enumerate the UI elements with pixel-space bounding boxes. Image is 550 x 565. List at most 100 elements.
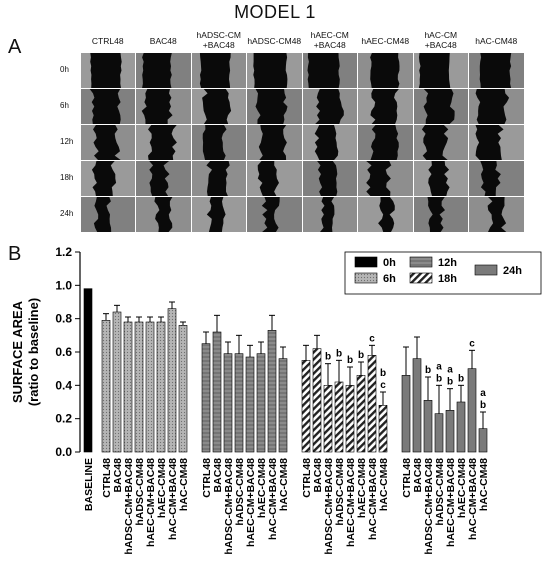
bar-24h (412, 358, 422, 453)
x-tick-label: hAEC-CM48 (156, 458, 168, 518)
y-tick-label: 0.6 (55, 345, 72, 359)
surface-area-chart: 0.0 0.2 0.4 0.6 0.8 1.0 1.2 SURFACE AREA (ratio … (10, 245, 542, 555)
wound-image (191, 160, 246, 196)
bar-24h (456, 401, 466, 453)
x-tick-label: hAC-CM+BAC48 (267, 458, 279, 540)
x-tick-label: hAC-CM48 (278, 458, 290, 511)
wound-image (302, 160, 357, 196)
row-label: 24h (60, 209, 74, 218)
wound-image (358, 124, 413, 160)
y-tick-label: 0.4 (55, 378, 72, 392)
bar-18h (312, 348, 322, 453)
significance-letter: b (480, 400, 486, 411)
significance-letter: b (358, 350, 364, 361)
wound-image (80, 88, 135, 124)
column-header: hAEC-CM48 (361, 36, 410, 46)
x-tick-label: hAEC-CM48 (356, 458, 368, 518)
wound-image (469, 88, 524, 124)
x-tick-label: BAC48 (212, 458, 224, 493)
x-tick-label: hADSC-CM48 (134, 458, 146, 526)
x-tick-label: hAEC-CM+BAC48 (145, 458, 157, 547)
row-label: 6h (60, 101, 69, 110)
row-label: 18h (60, 173, 74, 182)
wound-image (469, 160, 524, 196)
wound-image (413, 124, 468, 160)
row-label: 12h (60, 137, 74, 146)
x-tick-label: CTRL48 (301, 458, 313, 498)
x-tick-label: hADSC-CM48 (234, 458, 246, 526)
column-header: hAC-CM +BAC48 (424, 30, 458, 50)
wound-image (136, 88, 191, 124)
x-tick-label: CTRL48 (401, 458, 413, 498)
bar-6h (134, 321, 144, 453)
bar-12h (278, 358, 288, 453)
legend: 0h 6h 12h 18h 24h (344, 251, 542, 295)
significance-letter: b (380, 368, 386, 379)
wound-image (358, 160, 413, 196)
bar-18h (367, 355, 377, 453)
bar-12h (256, 353, 266, 453)
legend-swatch (409, 256, 433, 268)
significance-letter: b (425, 365, 431, 376)
x-tick-label: hAC-CM+BAC48 (467, 458, 479, 540)
wound-image (247, 52, 302, 88)
x-tick-label: BAC48 (412, 458, 424, 493)
wound-image (413, 52, 468, 88)
y-tick-label: 0.2 (55, 412, 72, 426)
wound-image (469, 52, 524, 88)
significance-letter: c (380, 380, 386, 391)
bar-6h (178, 325, 188, 453)
column-header: CTRL48 (91, 36, 124, 46)
wound-image (358, 196, 413, 232)
legend-swatch (474, 264, 498, 276)
x-tick-label: hADSC-CM+BAC48 (123, 458, 135, 555)
bar-24h (467, 368, 477, 453)
wound-image (80, 160, 135, 196)
legend-swatch (409, 272, 433, 284)
bar-6h (145, 321, 155, 453)
wound-image (469, 124, 524, 160)
x-tick-label: hAEC-CM+BAC48 (345, 458, 357, 547)
x-tick-label: hADSC-CM48 (334, 458, 346, 526)
column-header: hADSC-CM48 (247, 36, 302, 46)
wound-image (469, 196, 524, 232)
bar-18h (378, 405, 388, 453)
wound-image (302, 196, 357, 232)
wound-image (247, 196, 302, 232)
wound-image (136, 160, 191, 196)
bar-6h (167, 308, 177, 453)
y-tick-label: 1.0 (55, 278, 72, 292)
bar-24h (478, 428, 488, 453)
wound-image (413, 88, 468, 124)
significance-letter: c (469, 338, 475, 349)
significance-letter: b (458, 373, 464, 384)
figure-title: MODEL 1 (234, 2, 316, 22)
bar-12h (245, 356, 255, 453)
legend-label: 12h (438, 257, 457, 269)
significance-letter: b (347, 355, 353, 366)
column-header: hAEC-CM +BAC48 (310, 30, 349, 50)
wound-image (80, 124, 135, 160)
bar-24h (445, 410, 455, 453)
bar-18h (334, 381, 344, 453)
x-tick-label: hADSC-CM+BAC48 (423, 458, 435, 555)
y-tick-label: 1.2 (55, 245, 72, 259)
bar-12h (212, 331, 222, 453)
legend-label: 0h (383, 257, 396, 269)
x-tick-label: hADSC-CM+BAC48 (223, 458, 235, 555)
x-tick-label: hAC-CM48 (178, 458, 190, 511)
wound-image (191, 196, 246, 232)
panel-b-label: B (8, 243, 22, 265)
wound-image (191, 88, 246, 124)
x-tick-label: CTRL48 (101, 458, 113, 498)
panel-a-label: A (8, 36, 22, 58)
wound-image (247, 160, 302, 196)
legend-label: 18h (438, 273, 457, 285)
x-tick-label: hAC-CM+BAC48 (167, 458, 179, 540)
wound-image (302, 88, 357, 124)
bar-baseline (83, 288, 93, 453)
x-tick-label: hAEC-CM48 (256, 458, 268, 518)
wound-image (247, 124, 302, 160)
x-tick-label: BAC48 (312, 458, 324, 493)
x-tick-label: hAC-CM+BAC48 (367, 458, 379, 540)
